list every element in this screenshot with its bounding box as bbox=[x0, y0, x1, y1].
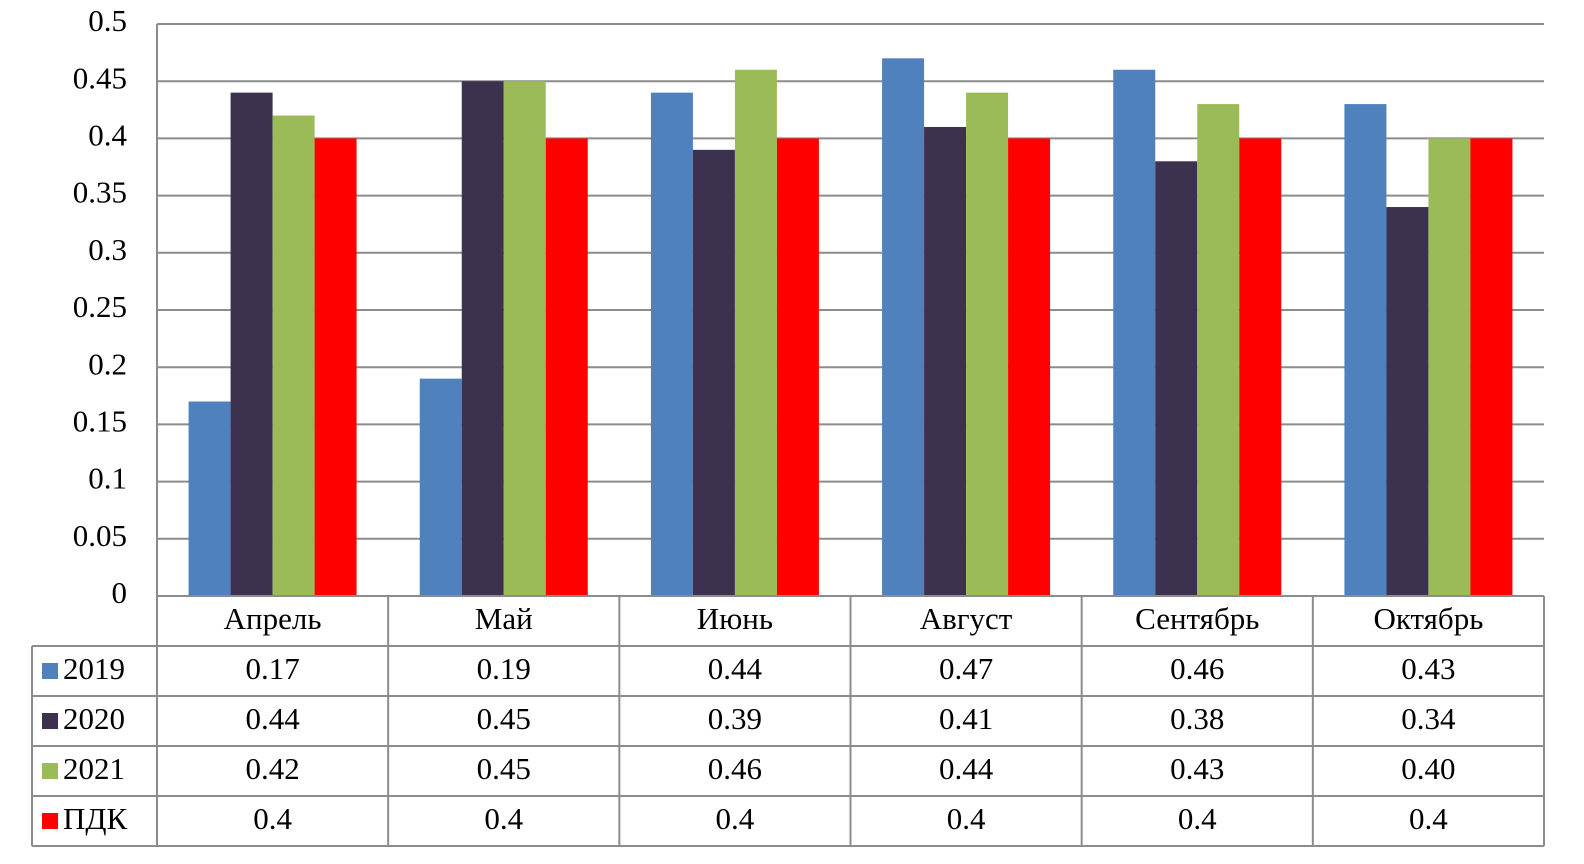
legend-key bbox=[42, 663, 58, 679]
legend-label: 2020 bbox=[63, 701, 125, 736]
bar bbox=[1008, 138, 1051, 596]
data-label: 0.47 bbox=[939, 651, 993, 686]
bar bbox=[545, 138, 588, 596]
bar bbox=[1197, 104, 1240, 596]
bar bbox=[882, 58, 925, 596]
bar bbox=[966, 92, 1009, 596]
y-tick-label: 0.3 bbox=[88, 232, 127, 267]
category-label: Май bbox=[475, 601, 533, 636]
y-tick-label: 0.05 bbox=[73, 518, 127, 553]
data-label: 0.44 bbox=[939, 751, 994, 786]
bar bbox=[188, 401, 231, 596]
data-label: 0.44 bbox=[708, 651, 763, 686]
bar bbox=[461, 81, 504, 596]
bar bbox=[1470, 138, 1513, 596]
y-tick-label: 0.2 bbox=[88, 346, 127, 381]
bar bbox=[503, 81, 546, 596]
bar bbox=[230, 92, 273, 596]
bar bbox=[314, 138, 357, 596]
y-tick-label: 0 bbox=[112, 575, 128, 610]
data-label: 0.34 bbox=[1401, 701, 1456, 736]
data-label: 0.42 bbox=[245, 751, 299, 786]
y-tick-label: 0.4 bbox=[88, 118, 127, 153]
data-label: 0.4 bbox=[1178, 801, 1217, 836]
bar bbox=[1428, 138, 1471, 596]
bar bbox=[734, 69, 777, 596]
bar bbox=[1386, 207, 1429, 597]
data-label: 0.17 bbox=[245, 651, 299, 686]
data-label: 0.46 bbox=[708, 751, 762, 786]
legend-key bbox=[42, 713, 58, 729]
data-label: 0.4 bbox=[1409, 801, 1448, 836]
data-label: 0.44 bbox=[245, 701, 300, 736]
legend-key bbox=[42, 813, 58, 829]
bar bbox=[692, 149, 735, 596]
legend-label: 2019 bbox=[63, 651, 125, 686]
gridlines bbox=[156, 23, 1544, 597]
legend-label: ПДК bbox=[63, 801, 128, 836]
bars bbox=[188, 58, 1513, 597]
data-label: 0.39 bbox=[708, 701, 762, 736]
bar bbox=[776, 138, 819, 596]
legend-key bbox=[42, 763, 58, 779]
data-label: 0.46 bbox=[1170, 651, 1224, 686]
bar bbox=[419, 378, 462, 596]
data-label: 0.4 bbox=[253, 801, 292, 836]
data-label: 0.38 bbox=[1170, 701, 1224, 736]
data-label: 0.4 bbox=[947, 801, 986, 836]
y-axis-tick-labels: 0 0.05 0.1 0.15 0.2 0.25 0.3 0.35 0.4 0.45 0.5 bbox=[73, 3, 128, 610]
y-tick-label: 0.25 bbox=[73, 289, 127, 324]
bar bbox=[272, 115, 315, 597]
bar bbox=[1113, 69, 1156, 596]
category-label: Сентябрь bbox=[1135, 601, 1259, 636]
bar bbox=[924, 126, 967, 597]
data-label: 0.4 bbox=[716, 801, 755, 836]
category-label: Август bbox=[920, 601, 1013, 636]
y-tick-label: 0.15 bbox=[73, 404, 127, 439]
category-label: Октябрь bbox=[1373, 601, 1483, 636]
data-label: 0.45 bbox=[477, 751, 531, 786]
y-tick-label: 0.5 bbox=[88, 3, 127, 38]
bar bbox=[1344, 104, 1387, 596]
data-label: 0.19 bbox=[477, 651, 531, 686]
category-label: Апрель bbox=[224, 601, 322, 636]
data-label: 0.4 bbox=[484, 801, 523, 836]
y-tick-label: 0.35 bbox=[73, 175, 127, 210]
bar bbox=[650, 92, 693, 596]
data-label: 0.45 bbox=[477, 701, 531, 736]
bar bbox=[1239, 138, 1282, 596]
y-tick-label: 0.45 bbox=[73, 60, 127, 95]
data-label: 0.40 bbox=[1401, 751, 1455, 786]
legend-label: 2021 bbox=[63, 751, 125, 786]
category-label: Июнь bbox=[697, 601, 773, 636]
y-tick-label: 0.1 bbox=[88, 461, 127, 496]
bar bbox=[1155, 161, 1198, 596]
data-table: Апрель Май Июнь Август Сентябрь Октябрь 2019 0.… bbox=[31, 595, 1545, 847]
data-label: 0.43 bbox=[1401, 651, 1455, 686]
data-label: 0.43 bbox=[1170, 751, 1224, 786]
data-label: 0.41 bbox=[939, 701, 993, 736]
